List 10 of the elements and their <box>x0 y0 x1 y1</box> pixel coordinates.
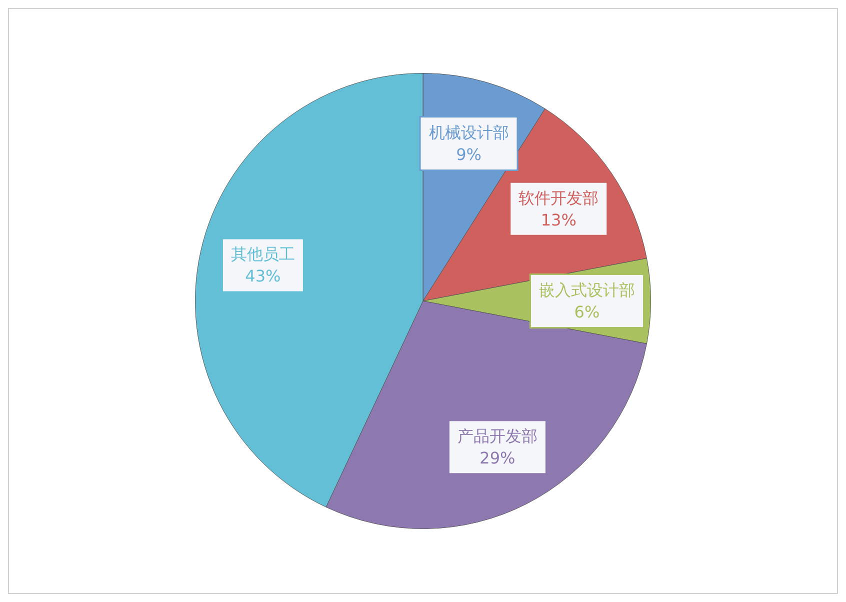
data-label: 6% <box>574 302 600 322</box>
slice-label: 软件开发部 <box>518 188 599 208</box>
slice-label: 机械设计部 <box>428 123 509 142</box>
slice-label: 其他员工 <box>230 244 295 264</box>
data-label: 29% <box>480 448 516 468</box>
data-label: 43% <box>245 266 281 286</box>
data-label: 9% <box>456 145 482 164</box>
slice-label: 嵌入式设计部 <box>538 280 635 300</box>
data-label: 13% <box>540 210 576 230</box>
slice-label: 产品开发部 <box>457 426 538 446</box>
